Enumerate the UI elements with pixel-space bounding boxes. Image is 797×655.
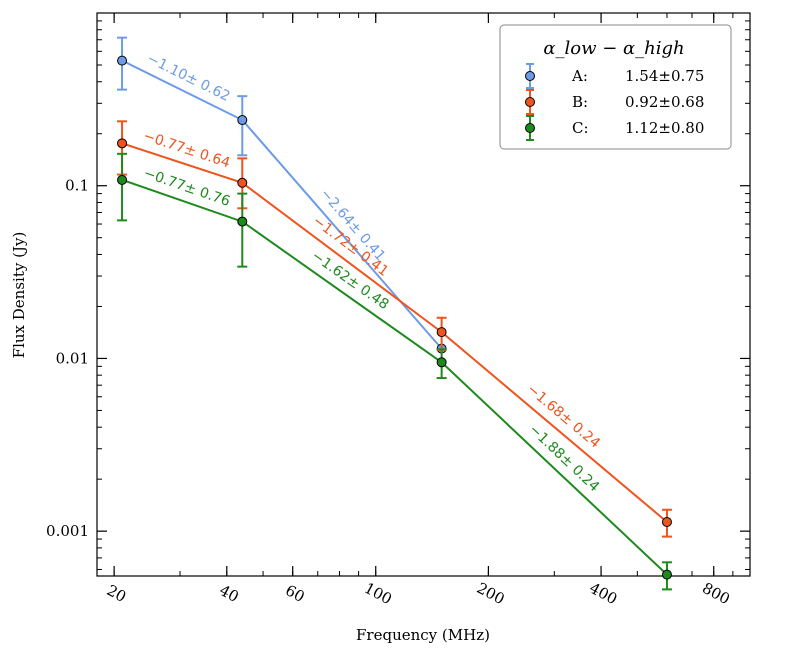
series-b xyxy=(117,120,672,538)
legend-series-label: C: xyxy=(572,119,589,137)
data-point xyxy=(661,569,672,580)
legend-series-value: 1.54±0.75 xyxy=(625,67,704,85)
x-tick-label: 100 xyxy=(361,579,395,608)
series-line xyxy=(121,59,443,350)
series-line xyxy=(121,142,668,523)
series-layer xyxy=(117,36,672,591)
x-tick-label: 20 xyxy=(104,581,129,606)
x-tick-label: 60 xyxy=(282,581,307,606)
series-a xyxy=(117,36,447,354)
legend-entries: A: 1.54±0.75 B: 0.92±0.68 C: 1.12±0.80 xyxy=(525,63,704,141)
data-point xyxy=(237,216,248,227)
legend: α_low − α_high A: 1.54±0.75 B: 0.92±0.68 C: 1… xyxy=(499,24,732,150)
x-tick-label: 800 xyxy=(699,579,733,608)
series-line xyxy=(121,178,668,576)
legend-box xyxy=(499,24,732,150)
y-tick-label: 0.01 xyxy=(56,349,89,367)
x-tick-label: 400 xyxy=(587,579,621,608)
y-tick-label: 0.001 xyxy=(46,522,89,540)
legend-series-label: A: xyxy=(571,67,588,85)
data-point xyxy=(661,516,672,527)
y-tick-label: 0.1 xyxy=(65,177,89,195)
data-point xyxy=(237,177,248,188)
x-tick-label: 40 xyxy=(216,581,241,606)
series-c xyxy=(117,152,672,591)
data-point xyxy=(117,55,128,66)
x-axis-title: Frequency (MHz) xyxy=(356,626,490,644)
legend-marker xyxy=(525,97,535,107)
plot-frame xyxy=(96,12,751,577)
data-point xyxy=(237,115,248,126)
legend-marker xyxy=(525,71,535,81)
x-tick-label: 200 xyxy=(474,579,508,608)
legend-marker xyxy=(525,123,535,133)
data-point xyxy=(436,327,447,338)
data-point xyxy=(117,174,128,185)
legend-series-value: 0.92±0.68 xyxy=(625,93,704,111)
y-axis-title: Flux Density (Jy) xyxy=(10,232,28,359)
legend-title: α_low − α_high xyxy=(543,38,684,59)
legend-series-label: B: xyxy=(572,93,588,111)
data-point xyxy=(436,357,447,368)
data-point xyxy=(117,138,128,149)
legend-series-value: 1.12±0.80 xyxy=(625,119,704,137)
